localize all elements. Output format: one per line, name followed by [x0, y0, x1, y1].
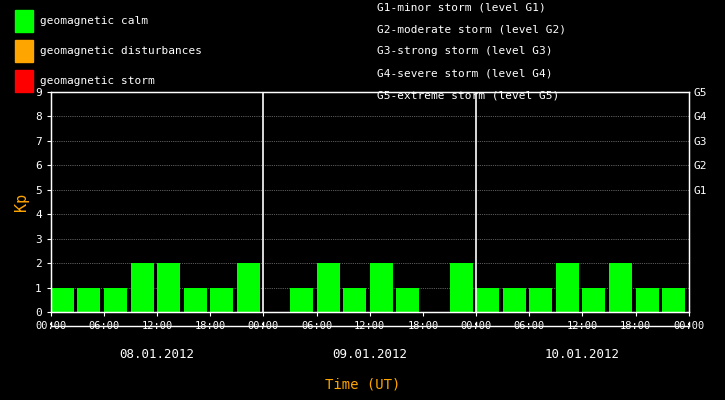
Text: G5-extreme storm (level G5): G5-extreme storm (level G5) [377, 90, 559, 100]
Bar [582, 288, 605, 312]
Bar [476, 288, 499, 312]
Bar [343, 288, 366, 312]
Bar [450, 263, 473, 312]
Text: G1-minor storm (level G1): G1-minor storm (level G1) [377, 2, 546, 12]
Bar [529, 288, 552, 312]
Bar [51, 288, 74, 312]
Bar [502, 288, 526, 312]
Text: Time (UT): Time (UT) [325, 378, 400, 392]
Text: G2-moderate storm (level G2): G2-moderate storm (level G2) [377, 24, 566, 34]
Text: 08.01.2012: 08.01.2012 [120, 348, 194, 361]
Bar [370, 263, 393, 312]
Bar [210, 288, 233, 312]
Bar [183, 288, 207, 312]
Bar [290, 288, 313, 312]
Bar [636, 288, 658, 312]
Bar [157, 263, 180, 312]
Text: G4-severe storm (level G4): G4-severe storm (level G4) [377, 68, 552, 78]
Bar [317, 263, 339, 312]
Bar [397, 288, 419, 312]
Text: geomagnetic storm: geomagnetic storm [40, 76, 154, 86]
Text: 09.01.2012: 09.01.2012 [332, 348, 407, 361]
Text: geomagnetic calm: geomagnetic calm [40, 16, 148, 26]
Bar [130, 263, 154, 312]
Bar [78, 288, 100, 312]
Bar [556, 263, 579, 312]
Text: 10.01.2012: 10.01.2012 [545, 348, 620, 361]
Text: G3-strong storm (level G3): G3-strong storm (level G3) [377, 46, 552, 56]
Bar [104, 288, 127, 312]
Bar [237, 263, 260, 312]
Bar [662, 288, 685, 312]
Text: geomagnetic disturbances: geomagnetic disturbances [40, 46, 202, 56]
Bar [609, 263, 632, 312]
Y-axis label: Kp: Kp [14, 193, 30, 211]
